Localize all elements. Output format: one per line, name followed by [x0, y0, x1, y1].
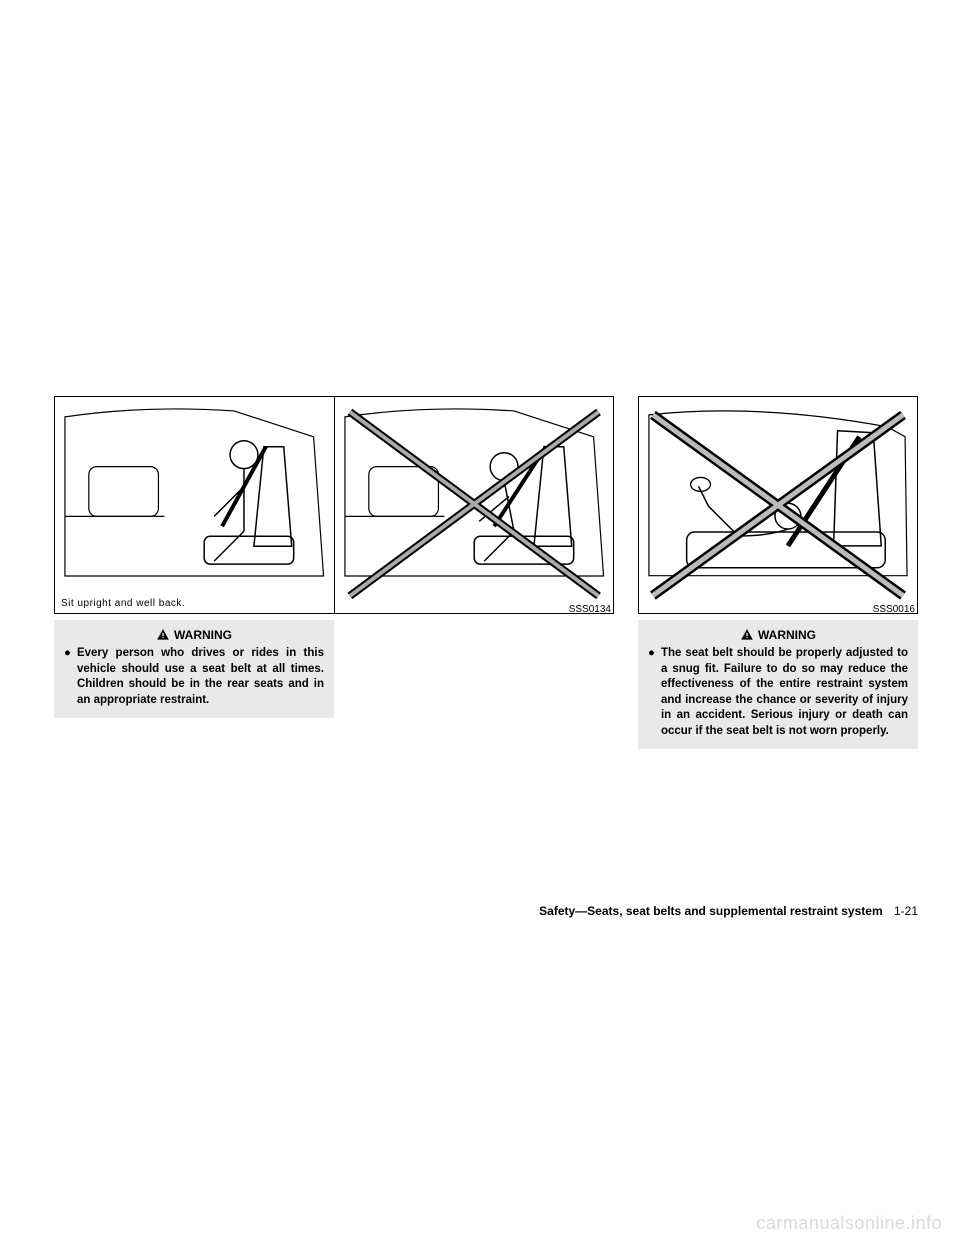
section-title: Safety—Seats, seat belts and supplementa… — [539, 904, 882, 918]
page-footer: Safety—Seats, seat belts and supplementa… — [539, 904, 918, 918]
figure-caption: Sit upright and well back. — [61, 598, 185, 609]
column-layout: Sit upright and well back. — [54, 396, 918, 749]
right-column: SSS0016 WARNING ● The seat belt should b… — [638, 396, 918, 749]
figure-seatbelt-posture: Sit upright and well back. — [54, 396, 614, 614]
warning-text: Every person who drives or rides in this… — [77, 646, 324, 708]
left-column: Sit upright and well back. — [54, 396, 614, 749]
page-number: 1-21 — [894, 904, 918, 918]
seat-correct-illustration — [55, 397, 333, 614]
bullet-icon: ● — [64, 646, 71, 708]
figure-panel-incorrect — [335, 397, 614, 613]
content-area: Sit upright and well back. — [54, 396, 918, 749]
warning-icon — [740, 628, 754, 642]
warning-body: ● Every person who drives or rides in th… — [64, 646, 324, 708]
warning-header: WARNING — [648, 628, 908, 642]
warning-text: The seat belt should be properly adjuste… — [661, 646, 908, 739]
warning-body: ● The seat belt should be properly adjus… — [648, 646, 908, 739]
watermark: carmanualsonline.info — [756, 1213, 942, 1234]
warning-box-left: WARNING ● Every person who drives or rid… — [54, 620, 334, 718]
figure-label: SSS0016 — [873, 604, 915, 615]
warning-box-right: WARNING ● The seat belt should be proper… — [638, 620, 918, 749]
child-incorrect-illustration — [639, 397, 917, 613]
figure-label: SSS0134 — [569, 604, 611, 615]
figure-panel-correct: Sit upright and well back. — [55, 397, 334, 613]
warning-header: WARNING — [64, 628, 324, 642]
seat-incorrect-illustration — [335, 397, 613, 614]
warning-heading-text: WARNING — [758, 628, 816, 642]
bullet-icon: ● — [648, 646, 655, 739]
warning-icon — [156, 628, 170, 642]
warning-heading-text: WARNING — [174, 628, 232, 642]
page: Sit upright and well back. — [0, 0, 960, 1242]
figure-seatbelt-child: SSS0016 — [638, 396, 918, 614]
